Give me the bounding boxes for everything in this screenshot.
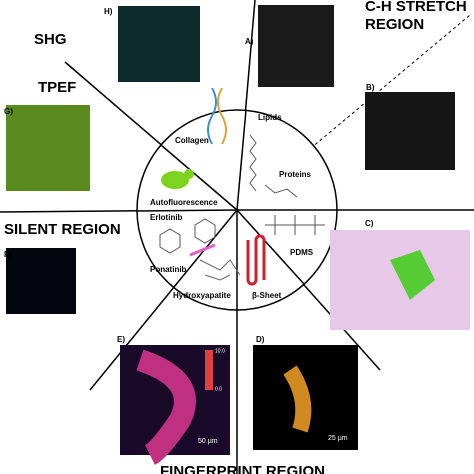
panel-label: E): [117, 335, 125, 344]
protein-structure: [264, 184, 298, 198]
image-a: [258, 5, 334, 87]
molecule-label: Hydroxyapatite: [173, 291, 231, 300]
hydroxyapatite-structure: [199, 259, 241, 281]
region-label: C-H STRETCH: [365, 0, 467, 15]
region-label: FINGERPRINT REGION: [160, 463, 325, 474]
molecule-label: Autofluorescence: [150, 198, 218, 207]
panel-label: F): [4, 250, 12, 259]
dna-icon: [217, 87, 227, 145]
divider: [236, 109, 247, 211]
divider: [160, 144, 238, 211]
image-f: [6, 248, 76, 314]
mouse-icon: [161, 171, 189, 189]
panel-label: B): [366, 83, 375, 92]
dna-icon: [207, 87, 217, 145]
molecule-label: Collagen: [175, 136, 209, 145]
colorbar-label: 10.0: [215, 348, 225, 354]
image-c-feature: [390, 250, 435, 300]
molecule-label: PDMS: [290, 248, 314, 257]
region-label: SHG: [34, 31, 67, 48]
image-b: [365, 92, 455, 170]
beta-sheet-icon: [246, 234, 266, 286]
image-d-feature: [283, 365, 312, 433]
panel-label: H): [104, 7, 113, 16]
panel-label: D): [256, 335, 265, 344]
region-label: SILENT REGION: [4, 221, 121, 238]
scale-bar-label: 25 µm: [328, 435, 348, 442]
molecule-label: Erlotinib: [150, 213, 183, 222]
divider: [236, 209, 305, 285]
mouse-icon: [184, 169, 194, 179]
image-e-feature: [136, 349, 196, 465]
panel-label: C): [365, 219, 374, 228]
molecule-label: Proteins: [279, 170, 312, 179]
molecule-label: Lipids: [258, 113, 282, 122]
region-label: REGION: [365, 16, 424, 33]
colorbar: [205, 350, 213, 390]
region-label: TPEF: [38, 79, 76, 96]
scale-bar-label: 50 µm: [198, 438, 218, 445]
colorbar-label: 0.0: [215, 386, 222, 392]
molecule-label: Ponatinib: [150, 265, 187, 274]
panel-label: G): [4, 107, 13, 116]
divider: [136, 209, 238, 212]
lipid-structure: [249, 134, 257, 192]
drug-structure: [159, 218, 216, 254]
panel-label: A): [245, 37, 254, 46]
ponatinib-marker: [189, 243, 216, 257]
image-h: [118, 6, 200, 82]
image-g: [6, 105, 90, 191]
pdms-structure: [265, 215, 325, 235]
molecule-label: β-Sheet: [252, 291, 282, 300]
